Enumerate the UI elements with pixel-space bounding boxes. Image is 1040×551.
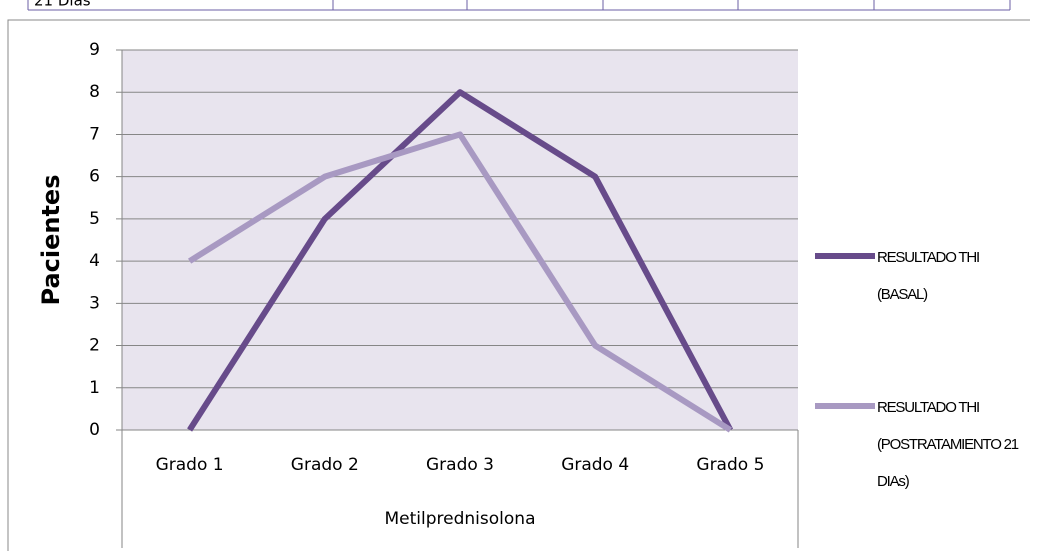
table-dividers — [27, 0, 1011, 10]
y-tick-label: 5 — [89, 209, 100, 229]
y-tick-label: 1 — [89, 378, 100, 398]
chart-frame — [7, 19, 1030, 551]
y-tick-label: 3 — [89, 293, 100, 313]
x-tick-label: Grado 4 — [561, 455, 629, 475]
series-line — [187, 89, 734, 432]
x-tick-label: Grado 2 — [291, 455, 359, 475]
x-tick-label: Grado 5 — [696, 455, 764, 475]
y-tick-label: 9 — [89, 40, 100, 60]
x-tick-label: Grado 3 — [426, 455, 494, 475]
table-cell: 21 Días — [34, 0, 91, 10]
y-tick-label: 4 — [89, 251, 100, 271]
x-axis-title: Metilprednisolona — [385, 509, 536, 529]
series-line — [188, 131, 732, 433]
y-tick-label: 8 — [89, 82, 100, 102]
y-tick-label: 6 — [89, 167, 100, 187]
legend-label: RESULTADO THI (POSTRATAMIENTO 21 DIAs) — [877, 399, 1019, 490]
plot-area — [122, 50, 798, 430]
x-tick-label: Grado 1 — [156, 455, 224, 475]
y-tick-label: 2 — [89, 336, 100, 356]
y-tick-label: 7 — [89, 124, 100, 144]
legend-label: RESULTADO THI (BASAL) — [877, 249, 980, 303]
y-tick-label: 0 — [89, 420, 100, 440]
y-axis-title: Pacientes — [37, 175, 65, 306]
